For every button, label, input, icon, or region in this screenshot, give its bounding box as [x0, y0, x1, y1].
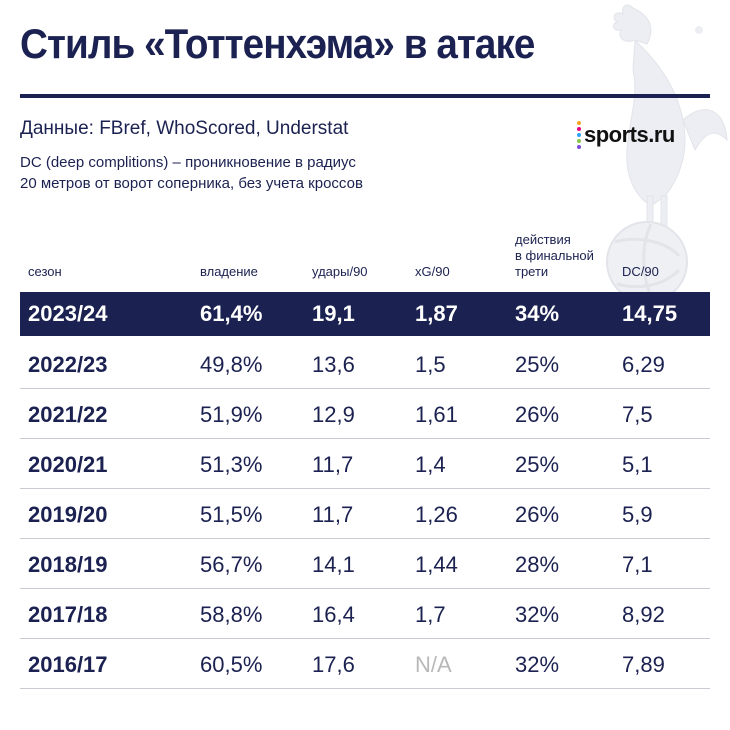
cell-final-third: 34%: [515, 301, 560, 326]
cell-final-third: 26%: [515, 502, 560, 527]
cell-season: 2021/22: [28, 402, 108, 427]
cell-xg: 1,26: [415, 502, 458, 527]
row-divider: [20, 538, 710, 539]
table-row: 2017/18 58,8% 16,4 1,7 32% 8,92: [20, 590, 710, 640]
logo-dot: [577, 145, 581, 149]
cell-xg: 1,4: [415, 452, 446, 477]
row-divider: [20, 388, 710, 389]
logo-dot: [577, 121, 581, 125]
header-xg: xG/90: [415, 264, 450, 279]
cell-dc: 14,75: [622, 301, 678, 326]
row-divider: [20, 438, 710, 439]
data-source: Данные: FBref, WhoScored, Understat: [20, 118, 349, 139]
header-dc: DC/90: [622, 264, 659, 279]
cell-possession: 51,3%: [200, 452, 263, 477]
cell-season: 2017/18: [28, 602, 108, 627]
cell-final-third: 32%: [515, 652, 560, 677]
logo-dots-icon: [577, 121, 581, 149]
header-final-third-line: в финальной: [515, 248, 594, 263]
definition-note-line: 20 метров от ворот соперника, без учета …: [20, 175, 363, 192]
definition-note-line: DC (deep complitions) – проникновение в …: [20, 154, 356, 171]
header-final-third-line: действия: [515, 232, 571, 247]
cell-dc: 7,5: [622, 402, 653, 427]
cell-season: 2023/24: [28, 301, 108, 326]
table-row: 2022/23 49,8% 13,6 1,5 25% 6,29: [20, 340, 710, 390]
table-header: сезон владение удары/90 xG/90 действия в…: [0, 0, 730, 290]
table-row: 2021/22 51,9% 12,9 1,61 26% 7,5: [20, 390, 710, 440]
cell-shots: 11,7: [312, 502, 354, 527]
row-divider: [20, 488, 710, 489]
header-final-third-line: трети: [515, 264, 549, 279]
cell-dc: 5,9: [622, 502, 653, 527]
cell-shots: 11,7: [312, 452, 354, 477]
cell-shots: 13,6: [312, 352, 355, 377]
cell-shots: 12,9: [312, 402, 355, 427]
header-possession: владение: [200, 264, 258, 279]
cell-season: 2016/17: [28, 652, 108, 677]
cell-shots: 17,6: [312, 652, 355, 677]
cell-final-third: 28%: [515, 552, 560, 577]
logo-dot: [577, 127, 581, 131]
title-underline: [20, 94, 710, 98]
cell-possession: 51,5%: [200, 502, 263, 527]
cell-possession: 51,9%: [200, 402, 263, 427]
row-divider: [20, 688, 710, 689]
row-divider: [20, 638, 710, 639]
cell-xg: 1,44: [415, 552, 458, 577]
cell-possession: 58,8%: [200, 602, 263, 627]
cell-season: 2020/21: [28, 452, 108, 477]
cell-dc: 5,1: [622, 452, 653, 477]
cell-season: 2018/19: [28, 552, 108, 577]
logo-dot: [577, 133, 581, 137]
cell-final-third: 32%: [515, 602, 560, 627]
cell-dc: 6,29: [622, 352, 665, 377]
sports-ru-logo: sports.ru: [577, 120, 675, 150]
cell-shots: 19,1: [312, 301, 355, 326]
cell-xg: 1,61: [415, 402, 458, 427]
cell-dc: 7,89: [622, 652, 665, 677]
cell-xg: 1,5: [415, 352, 446, 377]
definition-note: DC (deep complitions) – проникновение в …: [20, 152, 450, 194]
header-shots: удары/90: [312, 264, 368, 279]
cell-possession: 49,8%: [200, 352, 263, 377]
table-row: 2019/20 51,5% 11,7 1,26 26% 5,9: [20, 490, 710, 540]
cell-xg: 1,7: [415, 602, 446, 627]
cell-final-third: 26%: [515, 402, 560, 427]
row-divider: [20, 588, 710, 589]
page-title: Стиль «Тоттенхэма» в атаке: [20, 20, 535, 67]
cell-shots: 16,4: [312, 602, 355, 627]
cell-shots: 14,1: [312, 552, 355, 577]
cell-possession: 56,7%: [200, 552, 263, 577]
cell-season: 2019/20: [28, 502, 108, 527]
table-row: 2016/17 60,5% 17,6 N/A 32% 7,89: [20, 640, 710, 690]
cell-season: 2022/23: [28, 352, 108, 377]
table-row: 2018/19 56,7% 14,1 1,44 28% 7,1: [20, 540, 710, 590]
logo-dot: [577, 139, 581, 143]
cell-possession: 60,5%: [200, 652, 263, 677]
table-row-highlight: 2023/24 61,4% 19,1 1,87 34% 14,75: [20, 292, 710, 336]
cell-final-third: 25%: [515, 352, 560, 377]
cell-xg: 1,87: [415, 301, 458, 326]
cell-xg: N/A: [415, 652, 452, 677]
cell-dc: 8,92: [622, 602, 665, 627]
cell-final-third: 25%: [515, 452, 560, 477]
cell-possession: 61,4%: [200, 301, 263, 326]
cell-dc: 7,1: [622, 552, 653, 577]
header-season: сезон: [28, 264, 62, 279]
header-final-third: действия в финальной трети: [515, 232, 594, 280]
table-row: 2020/21 51,3% 11,7 1,4 25% 5,1: [20, 440, 710, 490]
logo-text: sports.ru: [584, 122, 675, 147]
